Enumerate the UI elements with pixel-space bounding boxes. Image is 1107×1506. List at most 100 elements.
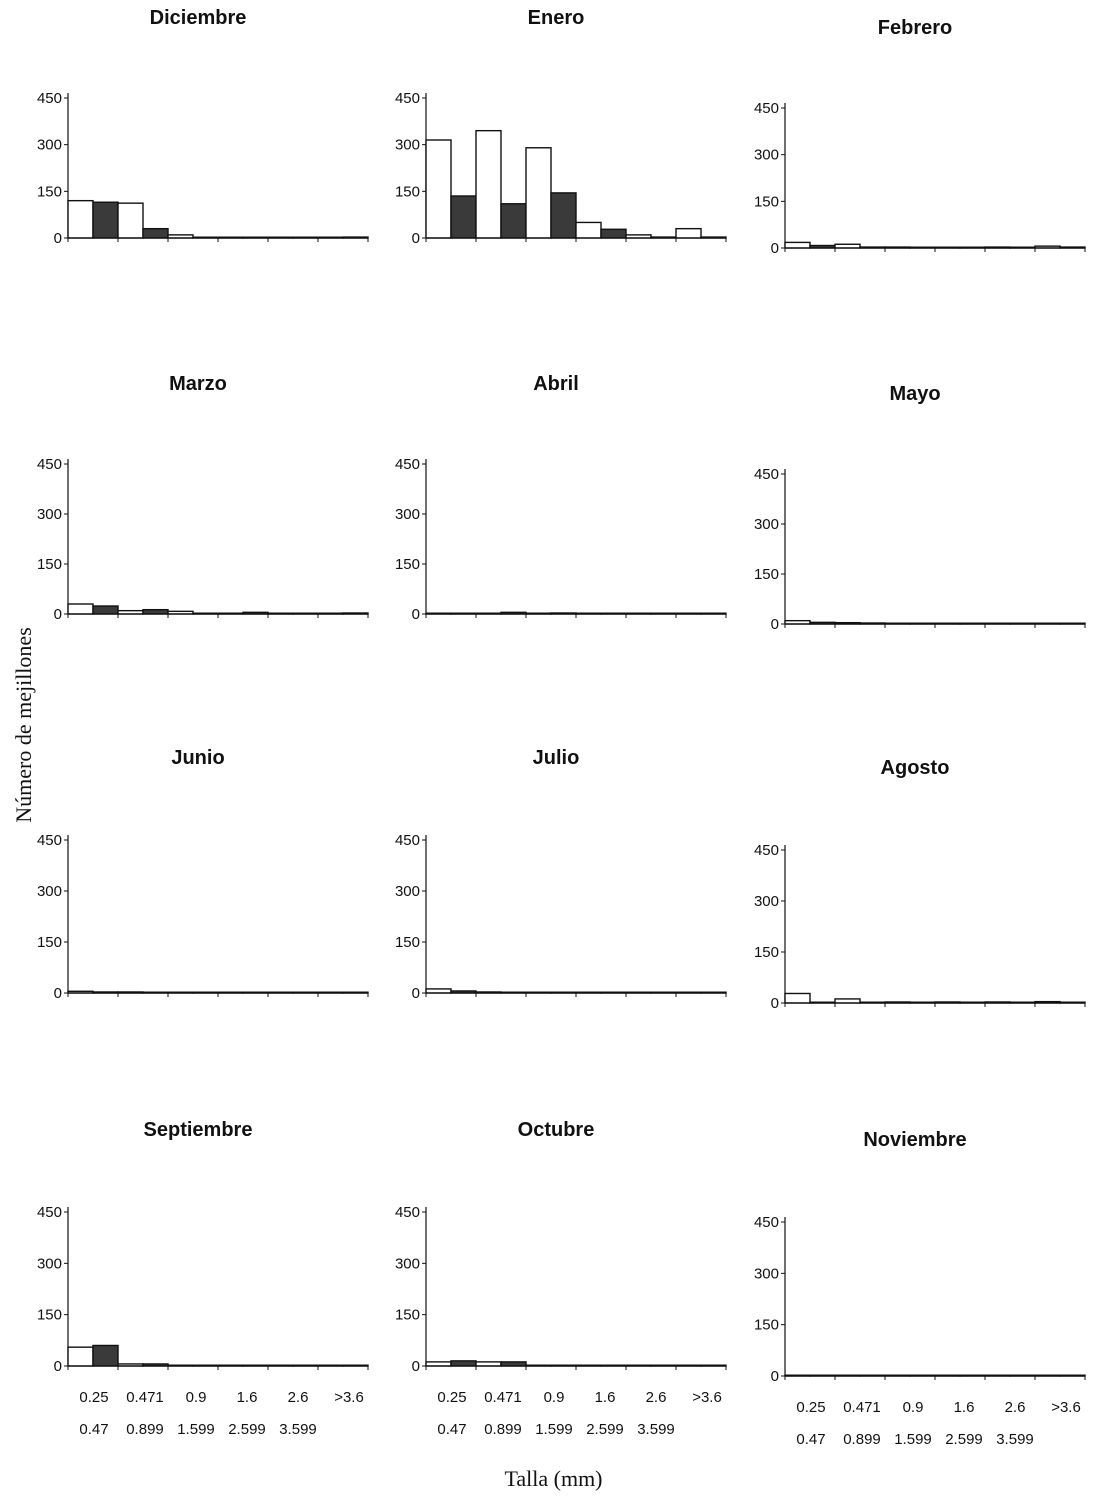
x-tick-label-bottom: 3.599 (279, 1421, 317, 1438)
bar (67, 1346, 94, 1367)
y-tick-label: 450 (37, 456, 62, 473)
x-tick-label-top: 1.6 (954, 1399, 975, 1416)
bar (425, 988, 452, 994)
bar (92, 605, 119, 615)
y-tick-label: 300 (754, 147, 779, 164)
y-tick-label: 450 (37, 90, 62, 107)
bar (425, 139, 452, 239)
bar (575, 221, 602, 239)
x-tick-label-top: 0.25 (79, 1389, 108, 1406)
x-tick-label-bottom: 3.599 (637, 1421, 675, 1438)
panel-title-enero: Enero (528, 7, 585, 29)
x-tick-label-top: 2.6 (646, 1389, 667, 1406)
x-tick-label-bottom: 3.599 (996, 1431, 1034, 1448)
y-tick-label: 150 (37, 1307, 62, 1324)
panel-title-febrero: Febrero (878, 17, 952, 39)
y-tick-label: 150 (395, 934, 420, 951)
bar (550, 192, 577, 239)
x-tick-label-top: >3.6 (1051, 1399, 1081, 1416)
bar (500, 203, 527, 239)
x-tick-label-top: 0.9 (544, 1389, 565, 1406)
y-tick-label: 300 (754, 1265, 779, 1282)
x-tick-label-top: 0.471 (843, 1399, 881, 1416)
x-tick-label-top: >3.6 (692, 1389, 722, 1406)
y-tick-label: 450 (37, 832, 62, 849)
y-tick-label: 450 (754, 1214, 779, 1231)
x-tick-label-top: 0.9 (186, 1389, 207, 1406)
x-tick-label-bottom: 0.899 (484, 1421, 522, 1438)
bar (834, 998, 861, 1004)
bar (142, 608, 169, 615)
x-tick-label-top: >3.6 (334, 1389, 364, 1406)
x-axis-title: Talla (mm) (504, 1466, 603, 1491)
x-tick-label-top: 2.6 (288, 1389, 309, 1406)
y-tick-label: 300 (37, 1255, 62, 1272)
y-tick-label: 150 (754, 944, 779, 961)
panel-title-octubre: Octubre (518, 1119, 595, 1141)
panel-mayo: Mayo 0 150 300 450 (754, 383, 1086, 633)
bar (67, 603, 94, 615)
x-tick-label-top: 0.471 (126, 1389, 164, 1406)
y-tick-label: 150 (754, 193, 779, 210)
bar (784, 992, 811, 1004)
panel-marzo: Marzo 0 150 300 450 (37, 373, 369, 623)
y-tick-label: 300 (395, 883, 420, 900)
x-tick-label-bottom: 0.899 (126, 1421, 164, 1438)
x-tick-label-bottom: 1.599 (177, 1421, 215, 1438)
y-tick-label: 450 (395, 90, 420, 107)
x-tick-label-bottom: 1.599 (535, 1421, 573, 1438)
y-tick-label: 0 (54, 230, 62, 247)
y-tick-label: 450 (754, 100, 779, 117)
y-tick-label: 300 (395, 137, 420, 154)
y-tick-label: 300 (754, 516, 779, 533)
y-tick-label: 300 (37, 506, 62, 523)
bar (675, 227, 702, 239)
y-tick-label: 0 (412, 985, 420, 1002)
y-tick-label: 450 (395, 456, 420, 473)
bar (142, 227, 169, 239)
x-tick-label-bottom: 1.599 (894, 1431, 932, 1448)
panel-title-diciembre: Diciembre (150, 7, 247, 29)
y-tick-label: 0 (54, 606, 62, 623)
y-tick-label: 150 (395, 183, 420, 200)
x-tick-label-top: 2.6 (1005, 1399, 1026, 1416)
y-tick-label: 0 (54, 985, 62, 1002)
y-tick-label: 450 (754, 842, 779, 859)
y-tick-label: 300 (395, 506, 420, 523)
x-tick-label-top: 1.6 (237, 1389, 258, 1406)
bar (475, 129, 502, 239)
bar (425, 1361, 452, 1367)
panel-title-marzo: Marzo (169, 373, 227, 395)
panel-agosto: Agosto 0 150 300 450 (754, 757, 1086, 1012)
y-tick-label: 0 (412, 230, 420, 247)
panel-junio: Junio 0 150 300 450 (37, 747, 369, 1002)
x-tick-label-top: 0.471 (484, 1389, 522, 1406)
panel-title-junio: Junio (171, 747, 224, 769)
y-tick-label: 300 (37, 883, 62, 900)
bar (784, 241, 811, 249)
y-tick-label: 0 (412, 606, 420, 623)
panel-septiembre: Septiembre 0 150 300 450 0.25 0.471 0.9 1.6 2.6 >3… (37, 1119, 369, 1438)
panel-abril: Abril 0 150 300 450 (395, 373, 727, 623)
panel-title-abril: Abril (533, 373, 579, 395)
panel-title-julio: Julio (533, 747, 580, 769)
x-tick-label-top: 1.6 (595, 1389, 616, 1406)
y-tick-label: 150 (754, 566, 779, 583)
bar (500, 1361, 527, 1367)
y-tick-label: 450 (395, 1204, 420, 1221)
panel-title-septiembre: Septiembre (144, 1119, 253, 1141)
y-tick-label: 0 (771, 240, 779, 257)
x-tick-label-bottom: 2.599 (228, 1421, 266, 1438)
y-tick-label: 0 (54, 1358, 62, 1375)
x-tick-label-top: 0.25 (796, 1399, 825, 1416)
y-tick-label: 450 (395, 832, 420, 849)
y-tick-label: 0 (771, 995, 779, 1012)
y-tick-label: 150 (37, 183, 62, 200)
panel-julio: Julio 0 150 300 450 (395, 747, 727, 1002)
panel-febrero: Febrero 0 150 300 450 (754, 17, 1086, 257)
bar (475, 1361, 502, 1367)
panel-title-agosto: Agosto (881, 757, 950, 779)
panel-noviembre: Noviembre 0 150 300 450 0.25 0.471 0.9 1.6 2.6 >3.… (754, 1129, 1086, 1448)
panel-octubre: Octubre 0 150 300 450 0.25 0.471 0.9 1.6 2.6 >3.6 0… (395, 1119, 727, 1438)
